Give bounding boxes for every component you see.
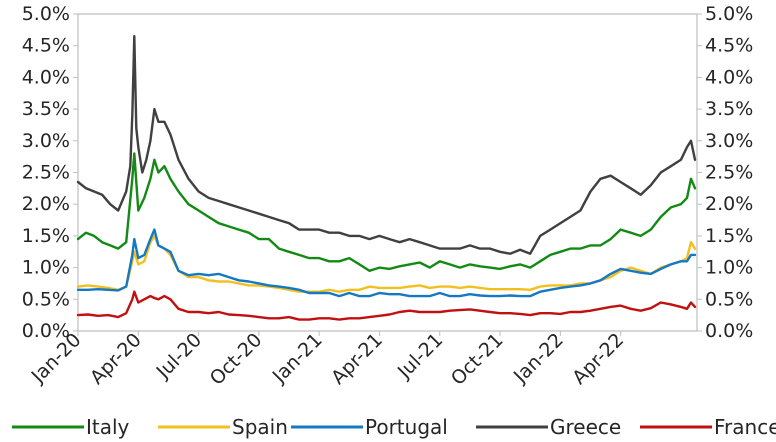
y-tick-label-right: 2.0% [705, 193, 753, 215]
legend-label-italy: Italy [86, 415, 130, 439]
y-tick-label-left: 3.5% [22, 98, 70, 120]
y-tick-label-right: 3.0% [705, 130, 753, 152]
y-tick-label-left: 4.5% [22, 35, 70, 57]
legend-label-spain: Spain [232, 415, 288, 439]
legend-label-greece: Greece [550, 415, 621, 439]
series-line-italy [76, 152, 697, 272]
series-line-greece [76, 35, 697, 255]
left-y-axis: 0.0% 0.5% 1.0% 1.5% 2.0% 2.5% 3.0% 3.5% 4.0% 4.5%… [22, 3, 79, 342]
x-tick-label: Apr-21 [327, 329, 387, 389]
legend-label-portugal: Portugal [365, 415, 448, 439]
y-tick-label-right: 4.5% [705, 35, 753, 57]
y-tick-label-left: 1.5% [22, 225, 70, 247]
y-tick-label-right: 0.5% [705, 288, 753, 310]
x-tick-label: Jan-22 [509, 329, 568, 388]
y-tick-label-left: 1.0% [22, 257, 70, 279]
x-tick-label: Oct-20 [206, 329, 267, 390]
y-tick-label-left: 0.0% [22, 320, 70, 342]
y-tick-label-right: 0.0% [705, 320, 753, 342]
series-line-portugal [76, 228, 697, 298]
y-tick-label-right: 1.5% [705, 225, 753, 247]
y-tick-label-left: 4.0% [22, 66, 70, 88]
y-tick-label-right: 4.0% [705, 66, 753, 88]
x-tick-label: Oct-21 [447, 329, 508, 390]
x-tick-label: Apr-20 [86, 329, 146, 389]
legend-label-france: France [714, 415, 776, 439]
y-tick-label-left: 2.0% [22, 193, 70, 215]
series-line-france [76, 290, 697, 321]
series-lines [76, 35, 697, 321]
y-tick-label-right: 2.5% [705, 162, 753, 184]
y-tick-label-right: 1.0% [705, 257, 753, 279]
legend: Italy Spain Portugal Greece France [12, 415, 776, 439]
y-tick-label-left: 2.5% [22, 162, 70, 184]
y-tick-label-right: 5.0% [705, 3, 753, 25]
x-tick-label: Apr-22 [568, 329, 628, 389]
y-tick-label-left: 5.0% [22, 3, 70, 25]
right-y-axis: 0.0% 0.5% 1.0% 1.5% 2.0% 2.5% 3.0% 3.5% 4.0% 4.5%… [696, 3, 753, 342]
x-tick-label: Jan-21 [268, 329, 327, 388]
y-tick-label-right: 3.5% [705, 98, 753, 120]
y-tick-label-left: 3.0% [22, 130, 70, 152]
x-tick-label: Jul-20 [152, 329, 206, 383]
y-tick-label-left: 0.5% [22, 288, 70, 310]
x-axis: Jan-20 Apr-20 Jul-20 Oct-20 Jan-21 Apr-21 Jul-… [27, 13, 697, 390]
x-tick-label: Jul-21 [393, 329, 447, 383]
